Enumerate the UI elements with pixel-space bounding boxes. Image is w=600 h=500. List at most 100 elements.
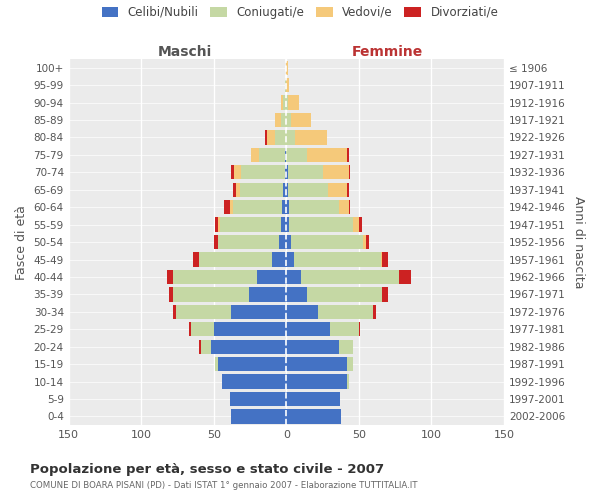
Bar <box>286 148 307 162</box>
Bar <box>240 182 283 197</box>
Bar <box>233 200 282 214</box>
Bar <box>173 270 257 284</box>
Bar <box>293 252 380 266</box>
Bar <box>286 165 288 180</box>
Bar <box>323 165 349 180</box>
Text: COMUNE DI BOARA PISANI (PD) - Dati ISTAT 1° gennaio 2007 - Elaborazione TUTTITAL: COMUNE DI BOARA PISANI (PD) - Dati ISTAT… <box>30 481 418 490</box>
Bar <box>223 374 286 388</box>
Bar <box>283 96 286 110</box>
Legend: Celibi/Nubili, Coniugati/e, Vedovi/e, Divorziati/e: Celibi/Nubili, Coniugati/e, Vedovi/e, Di… <box>101 6 499 19</box>
Bar <box>285 165 286 180</box>
Bar <box>275 130 286 144</box>
Bar <box>236 182 240 197</box>
Bar <box>211 340 286 354</box>
Bar <box>307 148 347 162</box>
Bar <box>231 410 286 424</box>
Bar <box>218 357 286 372</box>
Bar <box>233 182 236 197</box>
Bar <box>218 218 220 232</box>
Bar <box>279 235 286 249</box>
Bar <box>286 322 330 336</box>
Bar <box>289 200 338 214</box>
Bar <box>272 252 286 266</box>
Bar <box>286 218 289 232</box>
Bar <box>359 218 362 232</box>
Bar <box>349 165 350 180</box>
Bar <box>286 96 288 110</box>
Bar <box>373 304 376 319</box>
Bar <box>286 410 341 424</box>
Bar <box>400 270 411 284</box>
Bar <box>199 252 272 266</box>
Bar <box>220 218 281 232</box>
Bar <box>286 130 295 144</box>
Bar <box>167 270 173 284</box>
Bar <box>281 96 283 110</box>
Bar <box>286 235 290 249</box>
Bar <box>285 148 286 162</box>
Bar <box>349 200 350 214</box>
Bar <box>259 148 285 162</box>
Bar <box>363 235 366 249</box>
Text: Popolazione per età, sesso e stato civile - 2007: Popolazione per età, sesso e stato civil… <box>30 462 384 475</box>
Bar <box>286 182 288 197</box>
Bar <box>286 113 290 127</box>
Bar <box>193 252 199 266</box>
Bar <box>359 322 361 336</box>
Bar <box>328 182 347 197</box>
Bar <box>201 340 211 354</box>
Bar <box>281 218 286 232</box>
Bar <box>347 374 349 388</box>
Bar <box>231 304 286 319</box>
Bar <box>285 78 286 92</box>
Bar <box>290 113 311 127</box>
Bar <box>286 392 340 406</box>
Bar <box>230 200 233 214</box>
Bar <box>286 287 307 302</box>
Bar <box>218 235 279 249</box>
Bar <box>347 148 349 162</box>
Bar <box>231 165 234 180</box>
Bar <box>353 218 359 232</box>
Bar <box>189 322 191 336</box>
Bar <box>286 252 293 266</box>
Bar <box>347 357 353 372</box>
Bar <box>173 287 248 302</box>
Bar <box>286 304 318 319</box>
Bar <box>338 340 353 354</box>
Bar <box>283 182 286 197</box>
Bar <box>380 252 382 266</box>
Bar <box>330 322 359 336</box>
Bar <box>224 200 230 214</box>
Bar <box>382 287 388 302</box>
Bar <box>281 113 286 127</box>
Bar <box>199 340 201 354</box>
Bar <box>191 322 214 336</box>
Bar <box>251 148 259 162</box>
Bar <box>286 270 301 284</box>
Bar <box>366 235 369 249</box>
Bar <box>173 304 176 319</box>
Text: Femmine: Femmine <box>352 45 424 59</box>
Bar <box>176 304 231 319</box>
Y-axis label: Anni di nascita: Anni di nascita <box>572 196 585 288</box>
Bar <box>257 270 286 284</box>
Bar <box>286 357 347 372</box>
Bar <box>275 113 281 127</box>
Bar <box>288 182 328 197</box>
Bar <box>286 374 347 388</box>
Bar <box>282 200 286 214</box>
Bar <box>215 218 218 232</box>
Bar <box>248 287 286 302</box>
Bar <box>230 392 286 406</box>
Bar <box>169 287 173 302</box>
Bar <box>290 235 363 249</box>
Bar <box>241 165 285 180</box>
Bar <box>234 165 241 180</box>
Bar <box>214 235 218 249</box>
Bar <box>347 182 349 197</box>
Bar <box>301 270 400 284</box>
Text: Maschi: Maschi <box>158 45 212 59</box>
Bar <box>288 96 299 110</box>
Bar <box>288 165 323 180</box>
